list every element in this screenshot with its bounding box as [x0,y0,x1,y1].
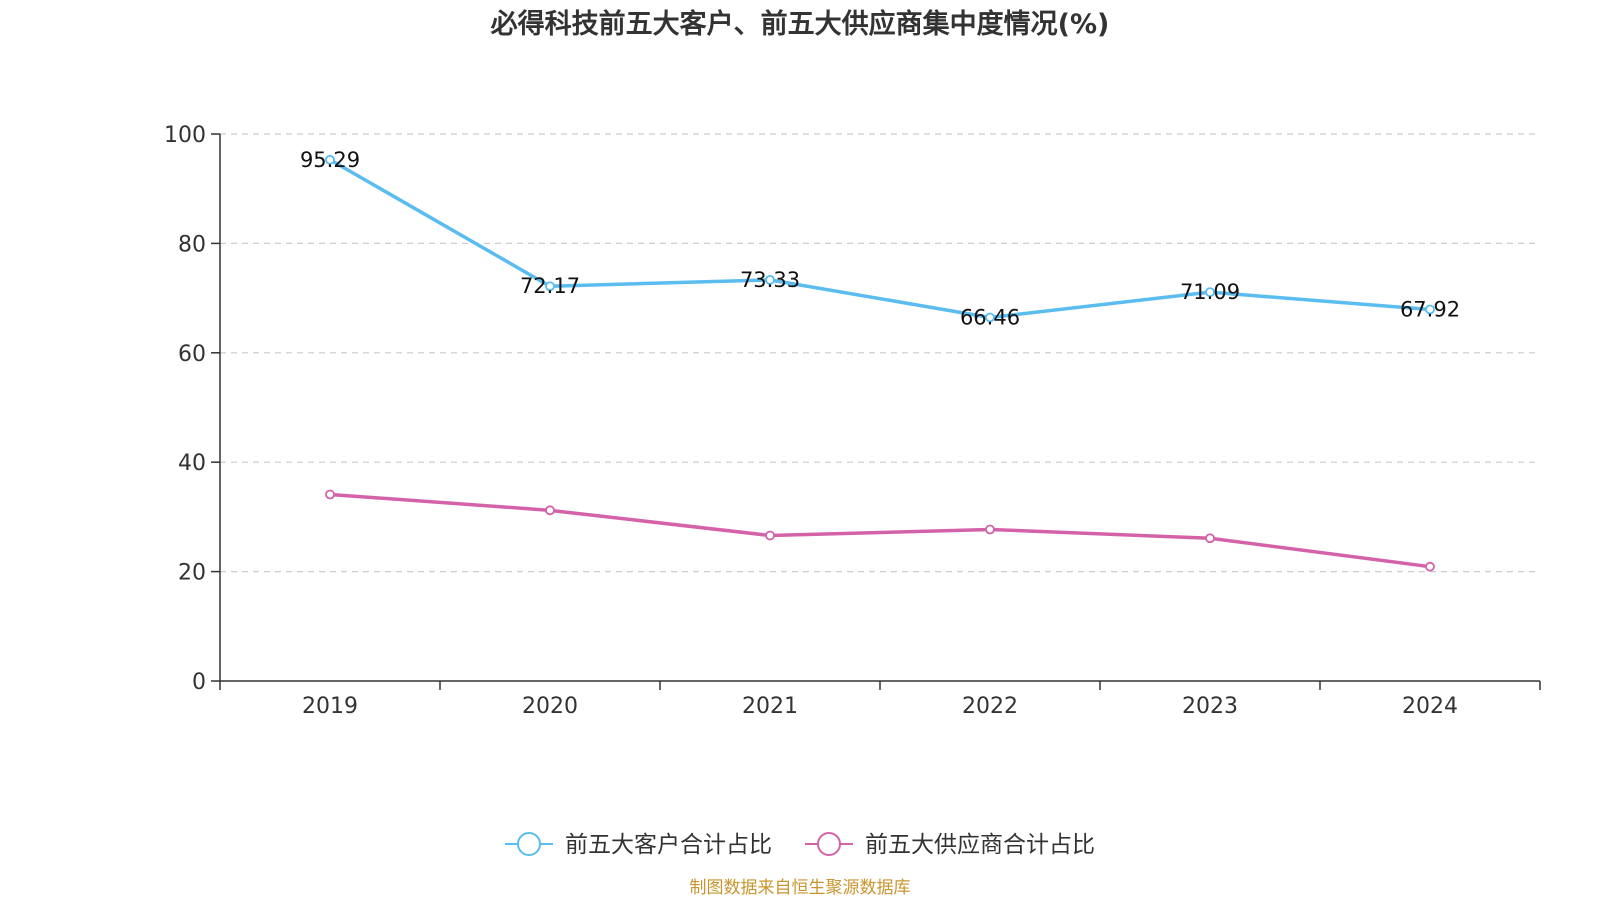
chart-title: 必得科技前五大客户、前五大供应商集中度情况(%) [491,8,1110,40]
legend-marker-icon [817,832,841,856]
data-point[interactable] [985,524,995,535]
data-label: 66.46 [960,305,1020,329]
y-tick-label: 40 [178,451,206,476]
data-point[interactable] [325,489,335,500]
data-point[interactable] [545,505,555,516]
axes: 0 20 40 60 80 100 2019 2020 2021 2022 2023 2024 [164,123,1541,719]
y-tick-label: 80 [178,232,206,257]
data-point[interactable] [1205,533,1215,544]
x-tick-label: 2024 [1402,694,1458,719]
x-tick-label: 2023 [1182,694,1238,719]
data-point[interactable] [765,530,775,541]
data-point[interactable] [985,312,995,323]
x-tick-label: 2022 [962,694,1018,719]
data-point[interactable] [325,154,335,165]
legend-label: 前五大客户合计占比 [565,832,772,858]
source-note: 制图数据来自恒生聚源数据库 [690,878,911,898]
y-tick-label: 0 [192,670,206,695]
x-tick-label: 2021 [742,694,798,719]
data-labels: 95.29 72.17 73.33 66.46 71.09 67.92 [300,148,1460,330]
legend[interactable]: 前五大客户合计占比 前五大供应商合计占比 [505,832,1095,858]
y-tick-label: 100 [164,123,206,148]
data-point[interactable] [1425,304,1435,315]
x-tick-label: 2019 [302,694,358,719]
y-tick-label: 60 [178,342,206,367]
series-line [328,492,1432,569]
y-tick-label: 20 [178,561,206,586]
legend-label: 前五大供应商合计占比 [865,832,1095,858]
legend-item[interactable]: 前五大客户合计占比 [505,832,772,858]
gridlines [220,133,1540,573]
series-line [328,158,1432,320]
legend-item[interactable]: 前五大供应商合计占比 [805,832,1095,858]
data-point[interactable] [545,281,555,292]
data-point[interactable] [1425,561,1435,572]
data-point[interactable] [765,274,775,285]
data-point[interactable] [1205,287,1215,298]
data-label: 73.33 [740,268,800,292]
data-label: 72.17 [520,274,580,298]
legend-marker-icon [517,832,541,856]
data-label: 95.29 [300,148,360,172]
series-layer [325,154,1435,572]
data-label: 71.09 [1180,280,1240,304]
data-label: 67.92 [1400,297,1460,321]
x-tick-label: 2020 [522,694,578,719]
